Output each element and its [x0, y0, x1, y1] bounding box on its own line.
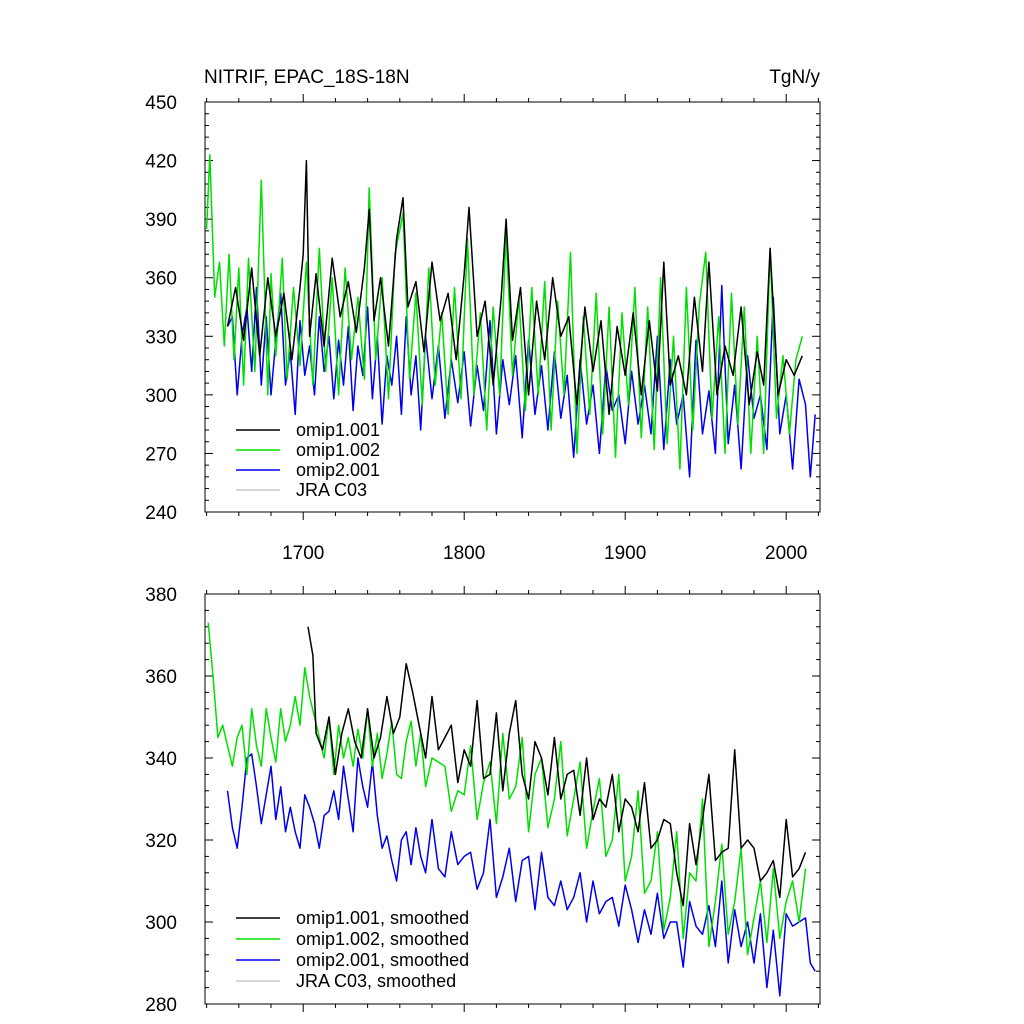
top-x-tick-label: 1800: [443, 543, 485, 564]
top-series-line-2: [226, 284, 816, 478]
bottom-plot-frame: [204, 593, 821, 1005]
top-y-tick-label: 240: [145, 503, 177, 524]
top-legend-label: omip1.002: [296, 440, 380, 460]
bottom-y-tick-label: 280: [145, 995, 177, 1016]
top-x-tick-label: 1900: [604, 543, 646, 564]
bottom-series-line-2: [226, 753, 816, 997]
bottom-legend-label: omip1.002, smoothed: [296, 929, 469, 949]
top-panel: NITRIF, EPAC_18S-18N TgN/y 240 270 300 330 3…: [145, 67, 821, 564]
bottom-y-tick-label: 320: [145, 831, 177, 852]
top-y-tick-label: 390: [145, 210, 177, 231]
bottom-series-line-1: [207, 622, 807, 956]
top-legend-label: omip2.001: [296, 460, 380, 480]
top-legend-label: JRA C03: [296, 480, 367, 500]
top-legend-label: omip1.001: [296, 420, 380, 440]
top-x-tick-label: 2000: [765, 543, 807, 564]
top-y-tick-label: 300: [145, 386, 177, 407]
bottom-y-tick-label: 360: [145, 667, 177, 688]
top-chart-units: TgN/y: [769, 67, 820, 88]
bottom-legend-label: omip1.001, smoothed: [296, 908, 469, 928]
top-chart-title: NITRIF, EPAC_18S-18N: [204, 67, 410, 88]
bottom-legend-label: omip2.001, smoothed: [296, 950, 469, 970]
bottom-y-tick-label: 380: [145, 585, 177, 606]
top-y-tick-label: 450: [145, 93, 177, 114]
top-x-tick-label: 1700: [282, 543, 324, 564]
bottom-y-tick-label: 340: [145, 749, 177, 770]
bottom-series-line-0: [307, 626, 807, 907]
top-y-tick-label: 270: [145, 444, 177, 465]
top-series-line-0: [226, 159, 803, 416]
bottom-legend-label: JRA C03, smoothed: [296, 971, 456, 991]
top-y-tick-label: 420: [145, 152, 177, 173]
top-series-line-1: [205, 153, 804, 470]
top-plot-frame: [204, 101, 821, 513]
bottom-y-tick-label: 300: [145, 913, 177, 934]
top-y-tick-label: 360: [145, 269, 177, 290]
top-y-tick-label: 330: [145, 327, 177, 348]
